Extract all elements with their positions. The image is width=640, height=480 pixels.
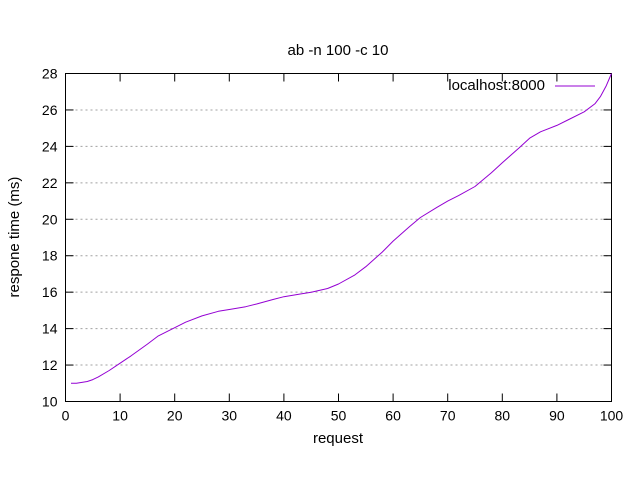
x-tick-label: 30 [222,408,238,424]
x-tick-label: 100 [600,408,624,424]
x-tick-label: 20 [167,408,183,424]
chart-title: ab -n 100 -c 10 [288,42,389,59]
y-tick-label: 20 [42,211,58,227]
y-tick-label: 24 [42,138,58,154]
gridlines [65,109,612,366]
x-tick-label: 0 [62,408,70,424]
x-tick-label: 90 [549,408,565,424]
x-tick-label: 40 [276,408,292,424]
x-tick-label: 10 [112,408,128,424]
y-tick-label: 16 [42,284,58,300]
y-axis-label: respone time (ms) [6,177,23,298]
x-tick-label: 70 [440,408,456,424]
y-tick-label: 18 [42,248,58,264]
y-tick-label: 12 [42,357,58,373]
y-tick-label: 28 [42,66,58,82]
series-layer [71,73,612,384]
y-tick-label: 10 [42,394,58,410]
x-tick-label: 50 [331,408,347,424]
legend-label: localhost:8000 [448,77,545,94]
x-tick-label: 60 [385,408,401,424]
plot-frame [65,73,612,402]
y-tick-label: 14 [42,321,58,337]
x-tick-label: 80 [495,408,511,424]
x-axis-label: request [313,430,364,447]
series-line-localhost-8000 [71,73,612,384]
legend: localhost:8000 [448,77,595,94]
y-tick-label: 26 [42,102,58,118]
y-tick-label: 22 [42,175,58,191]
